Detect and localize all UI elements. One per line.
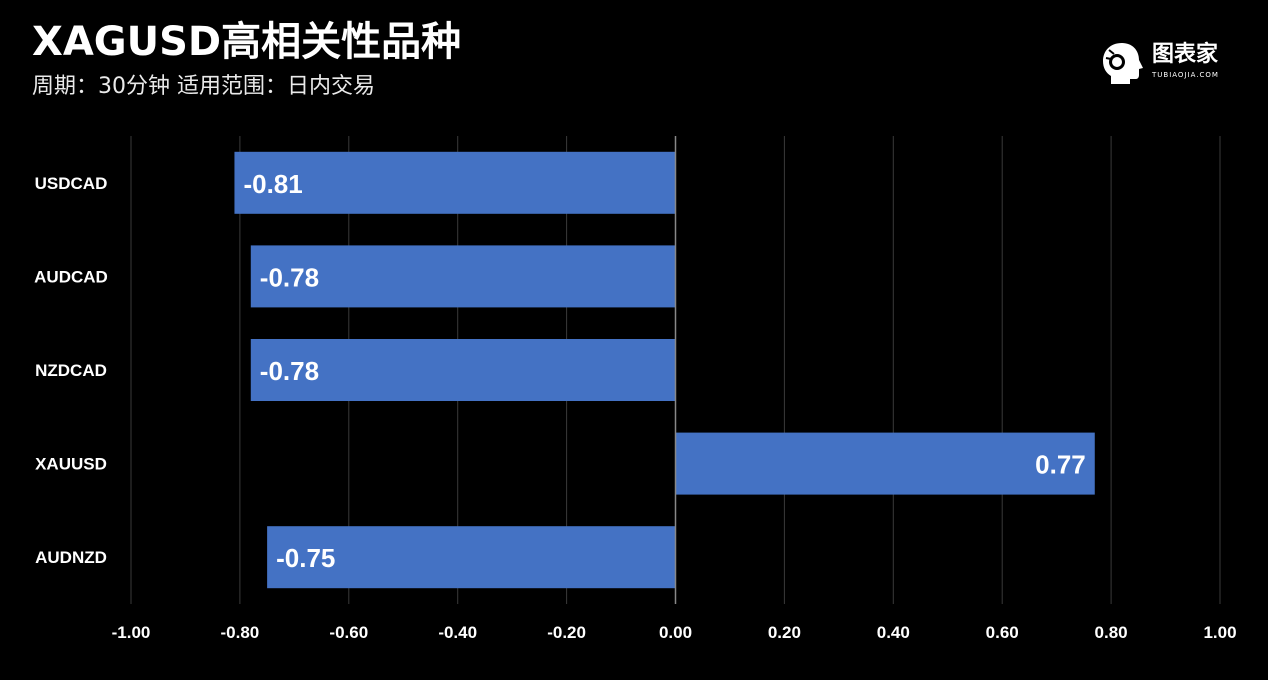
x-tick-label: 0.60 xyxy=(986,623,1019,642)
bar-audcad xyxy=(250,245,676,308)
category-label: XAUUSD xyxy=(35,455,107,474)
value-label: -0.78 xyxy=(260,356,319,386)
value-label: -0.81 xyxy=(243,169,302,199)
x-tick-label: -0.60 xyxy=(329,623,368,642)
bars xyxy=(234,151,1095,589)
x-tick-label: 0.40 xyxy=(877,623,910,642)
bar-xauusd xyxy=(675,432,1095,495)
category-label: AUDNZD xyxy=(35,548,107,567)
category-label: AUDCAD xyxy=(34,267,108,286)
x-tick-label: 0.20 xyxy=(768,623,801,642)
logo-text: 图表家 xyxy=(1152,42,1219,67)
x-tick-label: 0.00 xyxy=(659,623,692,642)
brand-logo: 图表家 TUBIAOJIA.COM xyxy=(1100,40,1240,86)
chart-subtitle: 周期：30分钟 适用范围：日内交易 xyxy=(32,74,375,99)
x-tick-label: -0.20 xyxy=(547,623,586,642)
category-label: USDCAD xyxy=(35,174,108,193)
x-tick-label: -0.80 xyxy=(221,623,260,642)
value-labels: -0.81 -0.78 -0.78 0.77 -0.75 xyxy=(243,169,1085,573)
head-profile-icon xyxy=(1103,43,1143,84)
category-labels: USDCAD AUDCAD NZDCAD XAUUSD AUDNZD xyxy=(34,174,108,567)
bar-usdcad xyxy=(234,151,676,214)
x-tick-label: 1.00 xyxy=(1203,623,1236,642)
bar-nzdcad xyxy=(250,339,676,401)
value-label: 0.77 xyxy=(1035,450,1086,480)
x-tick-labels: -1.00 -0.80 -0.60 -0.40 -0.20 0.00 0.20 0.40 0.6… xyxy=(112,623,1237,642)
chart-title: XAGUSD高相关性品种 xyxy=(32,19,462,65)
value-label: -0.75 xyxy=(276,543,335,573)
value-label: -0.78 xyxy=(260,262,319,292)
x-tick-label: -1.00 xyxy=(112,623,151,642)
x-tick-label: -0.40 xyxy=(438,623,477,642)
bar-audnzd xyxy=(267,526,676,589)
category-label: NZDCAD xyxy=(35,361,107,380)
x-tick-label: 0.80 xyxy=(1095,623,1128,642)
logo-subtext: TUBIAOJIA.COM xyxy=(1152,71,1219,79)
